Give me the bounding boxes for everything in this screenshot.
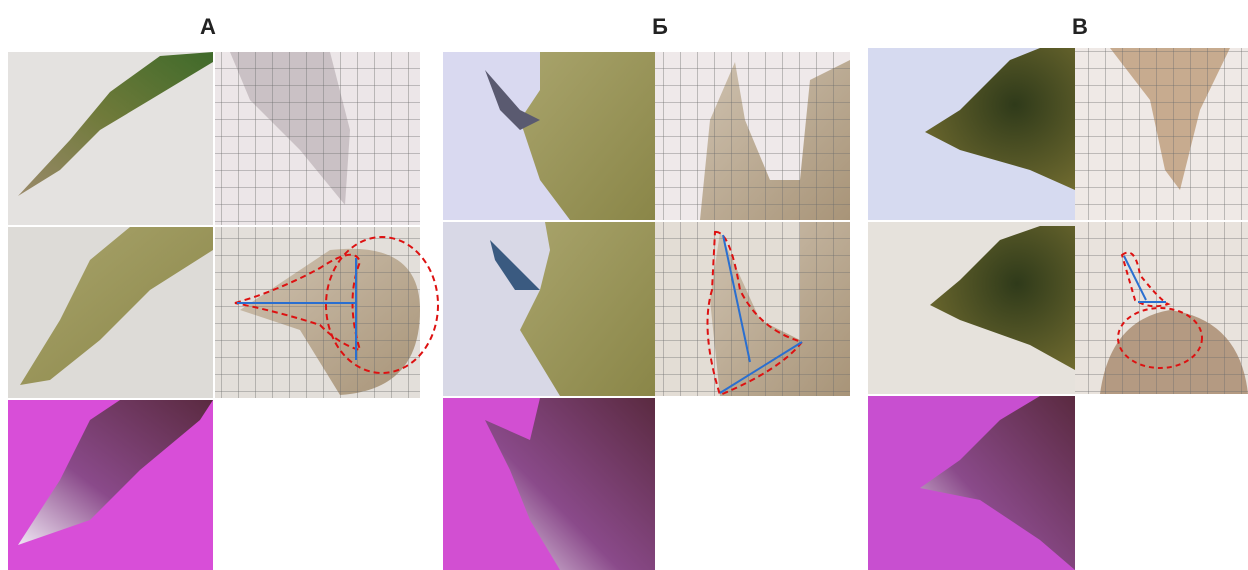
grid [655,222,850,396]
page: А Б В [0,0,1248,570]
panel-label: В [1072,14,1088,39]
panel-b [443,52,850,570]
panel-label: А [200,14,216,39]
grid [1075,48,1248,220]
grid [215,52,420,225]
figure: А Б В [0,0,1248,570]
panel-label: Б [652,14,668,39]
panel-c [868,48,1248,570]
panel-a [8,52,438,570]
grid [655,52,850,220]
